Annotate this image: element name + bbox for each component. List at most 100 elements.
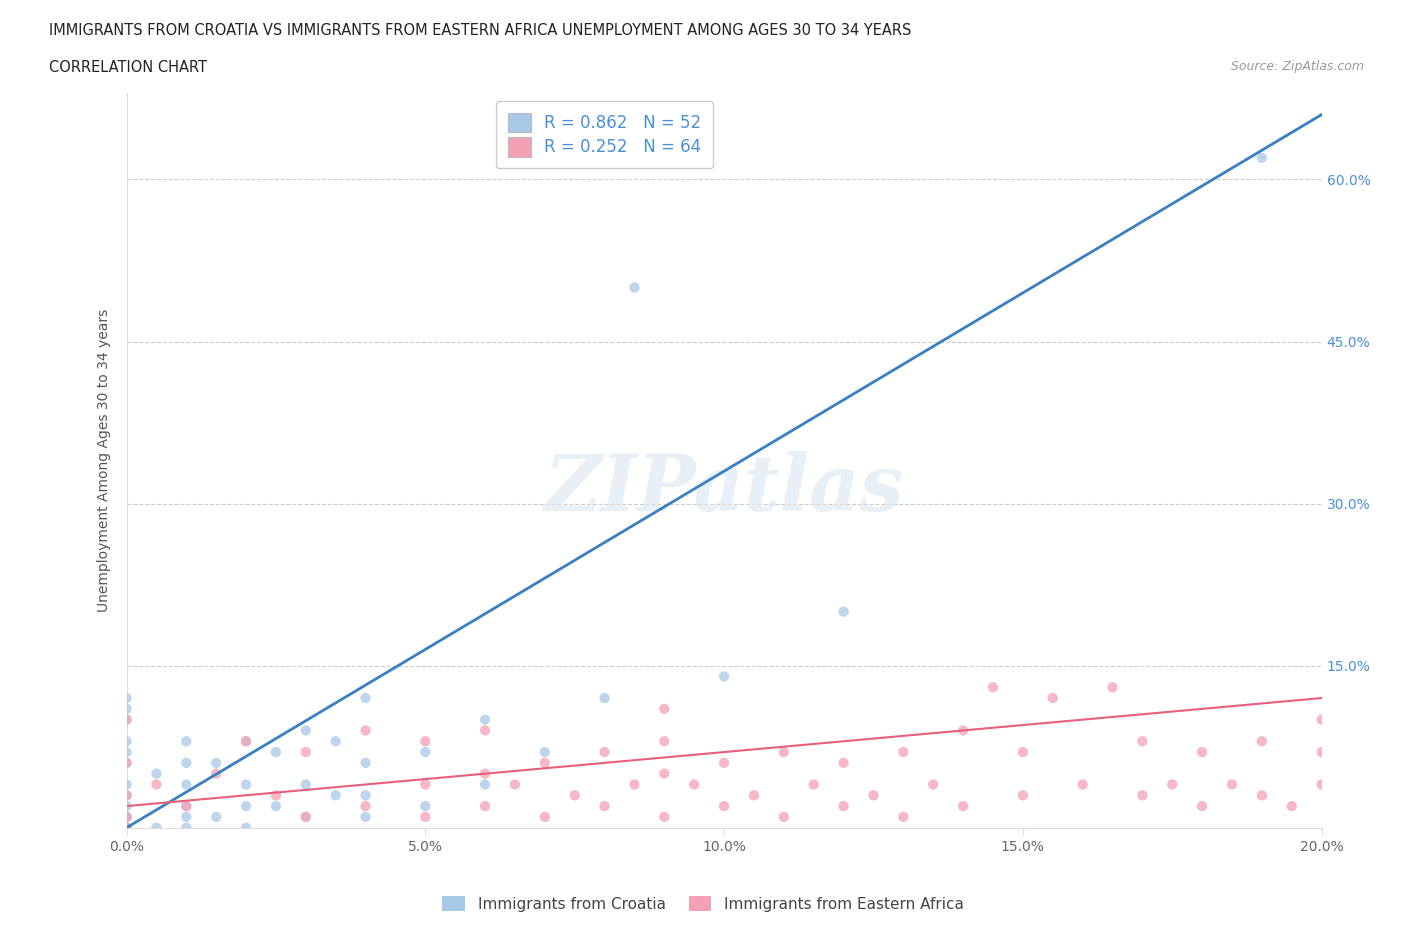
Point [115,809,138,824]
Point [115,820,138,835]
Point [474,799,496,814]
Point [742,788,765,803]
Point [294,723,316,737]
Point [623,280,645,295]
Point [145,766,167,781]
Point [1071,777,1094,792]
Point [205,766,228,781]
Point [354,723,377,737]
Point [235,777,257,792]
Point [1310,777,1333,792]
Point [922,777,945,792]
Point [174,809,197,824]
Point [534,745,557,760]
Point [325,734,347,749]
Point [115,820,138,835]
Point [235,799,257,814]
Point [952,799,974,814]
Point [174,799,197,814]
Point [893,809,915,824]
Point [354,788,377,803]
Point [474,777,496,792]
Point [415,777,437,792]
Point [1130,734,1153,749]
Point [115,755,138,770]
Point [174,777,197,792]
Point [235,734,257,749]
Point [174,734,197,749]
Point [652,734,675,749]
Point [115,788,138,803]
Point [354,799,377,814]
Point [115,701,138,716]
Point [623,777,645,792]
Point [174,755,197,770]
Point [325,788,347,803]
Point [952,723,974,737]
Point [1161,777,1184,792]
Point [832,755,855,770]
Point [534,809,557,824]
Point [593,745,616,760]
Text: CORRELATION CHART: CORRELATION CHART [49,60,207,75]
Point [713,669,735,684]
Point [773,745,796,760]
Text: Source: ZipAtlas.com: Source: ZipAtlas.com [1230,60,1364,73]
Point [264,788,287,803]
Point [354,691,377,706]
Point [115,788,138,803]
Point [235,734,257,749]
Point [1101,680,1123,695]
Point [264,799,287,814]
Point [652,766,675,781]
Point [893,745,915,760]
Point [115,820,138,835]
Point [1011,788,1033,803]
Point [683,777,706,792]
Point [981,680,1004,695]
Point [145,777,167,792]
Point [115,820,138,835]
Point [1251,734,1274,749]
Point [115,820,138,835]
Point [294,809,316,824]
Point [534,755,557,770]
Point [205,809,228,824]
Text: ZIPatlas: ZIPatlas [544,451,904,528]
Point [115,820,138,835]
Point [713,799,735,814]
Point [115,777,138,792]
Point [264,745,287,760]
Point [713,755,735,770]
Point [593,691,616,706]
Point [832,604,855,619]
Point [1281,799,1303,814]
Point [174,820,197,835]
Point [652,809,675,824]
Point [115,691,138,706]
Point [115,809,138,824]
Point [1130,788,1153,803]
Point [115,734,138,749]
Point [832,799,855,814]
Point [115,809,138,824]
Point [415,745,437,760]
Point [294,777,316,792]
Point [862,788,884,803]
Point [1220,777,1243,792]
Point [474,712,496,727]
Point [354,809,377,824]
Point [652,701,675,716]
Point [593,799,616,814]
Point [235,820,257,835]
Point [1042,691,1064,706]
Point [115,745,138,760]
Point [115,799,138,814]
Point [415,809,437,824]
Point [1251,788,1274,803]
Point [474,766,496,781]
Point [474,723,496,737]
Point [1191,799,1213,814]
Point [1310,712,1333,727]
Point [145,820,167,835]
